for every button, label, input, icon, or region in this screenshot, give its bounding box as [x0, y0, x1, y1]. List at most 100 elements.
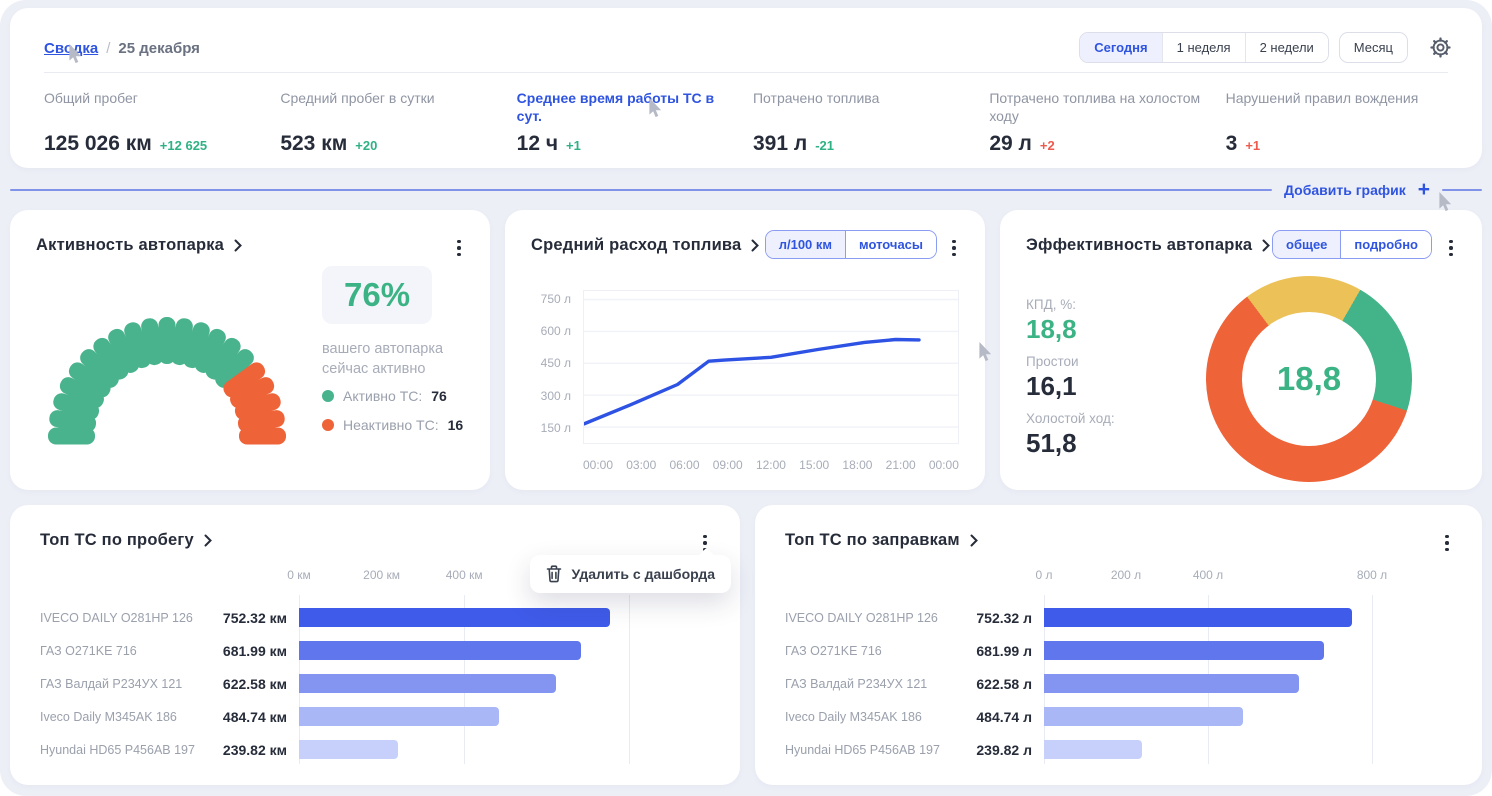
kpi-item-0[interactable]: Общий пробег 125 026 км +12 625	[44, 90, 266, 156]
kpi-value: 391 л	[752, 132, 808, 155]
kpi-label: Потрачено топлива на холостом ходу	[989, 90, 1201, 124]
legend-value: 16	[447, 417, 464, 433]
bar-row-2[interactable]: ГАЗ Валдай P234УХ 121 622.58 л	[785, 667, 1454, 700]
kpi-item-2[interactable]: Среднее время работы ТС в сут. 12 ч +1	[517, 90, 739, 156]
fleet-activity-card: Активность автопарка 76% вашего автопарк…	[10, 210, 490, 490]
x-tick-label: 06:00	[669, 458, 700, 472]
kpi-value: 3	[1225, 132, 1238, 155]
fuel-line-chart[interactable]	[583, 290, 959, 444]
vehicle-name: IVECO DAILY O281HP 126	[40, 610, 193, 625]
axis-tick-label: 200 л	[1110, 568, 1142, 582]
bar-fill	[299, 740, 399, 759]
kpi-label: Среднее время работы ТС в сут.	[516, 90, 715, 124]
kebab-menu-icon[interactable]	[450, 238, 468, 258]
top-refuel-title-link[interactable]: Топ ТС по заправкам	[785, 531, 978, 550]
add-chart-row: Добавить график +	[10, 178, 1482, 201]
chevron-right-icon	[234, 239, 242, 252]
vehicle-value: 622.58 км	[222, 675, 287, 692]
breadcrumb-link-summary[interactable]: Сводка	[44, 40, 99, 57]
activity-gauge-chart	[48, 317, 286, 445]
toggle-general[interactable]: общее	[1273, 231, 1341, 258]
fuel-chart-x-axis: 00:00 03:00 06:00 09:00 12:00 15:00 18:00 21:00…	[583, 458, 959, 472]
kpi-row: Общий пробег 125 026 км +12 625 Средний про…	[44, 90, 1448, 156]
bar-row-4[interactable]: Hyundai HD65 P456AB 197 239.82 л	[785, 733, 1454, 766]
kpi-delta: -21	[815, 138, 834, 153]
bar-fill	[1044, 674, 1300, 693]
kpi-value-row: 12 ч +1	[517, 132, 739, 156]
kpi-delta: +1	[566, 138, 581, 153]
x-tick-label: 18:00	[842, 458, 873, 472]
bar-row-0[interactable]: IVECO DAILY O281HP 126 752.32 л	[785, 601, 1454, 634]
top-mileage-title-link[interactable]: Топ ТС по пробегу	[40, 531, 212, 550]
top-mileage-bar-chart: 0 км 200 км 400 км IVECO DAILY O281HP 126 75…	[40, 561, 712, 767]
card-context-menu: Удалить с дашборда	[529, 555, 731, 593]
vehicle-value: 484.74 км	[222, 708, 287, 725]
kpi-item-4[interactable]: Потрачено топлива на холостом ходу 29 л +2	[989, 90, 1211, 156]
toggle-l-per-100km[interactable]: л/100 км	[765, 231, 846, 258]
bar-row-1[interactable]: ГАЗ O271KE 716 681.99 км	[40, 634, 712, 667]
breadcrumb: Сводка / 25 декабря	[44, 40, 200, 57]
toggle-engine-hours[interactable]: моточасы	[845, 231, 936, 258]
add-chart-link[interactable]: Добавить график	[1284, 182, 1406, 198]
bar-row-2[interactable]: ГАЗ Валдай P234УХ 121 622.58 км	[40, 667, 712, 700]
bar-row-3[interactable]: Iveco Daily M345AK 186 484.74 л	[785, 700, 1454, 733]
kpi-label: Общий пробег	[44, 90, 138, 106]
efficiency-mode-toggle: общее подробно	[1272, 230, 1432, 259]
efficiency-stat-value-1: 16,1	[1026, 371, 1077, 401]
bar-axis-row: 0 км 200 км 400 км	[40, 561, 712, 591]
active-percent-value: 76%	[344, 276, 411, 313]
range-toolbar: Сегодня 1 неделя 2 недели Месяц	[1079, 32, 1408, 63]
vehicle-name: ГАЗ O271KE 716	[785, 643, 882, 658]
efficiency-stats: КПД, %: 18,8 Простои 16,1 Холостой ход: 51,8	[1026, 288, 1115, 459]
range-button-2 недели[interactable]: 2 недели	[1245, 33, 1328, 62]
top-refuel-bar-chart: 0 л 200 л 400 л 800 л IVECO DAILY O281HP 126…	[785, 561, 1454, 767]
range-month-button[interactable]: Месяц	[1338, 32, 1408, 63]
vehicle-value: 681.99 л	[976, 642, 1032, 659]
menu-item-delete-from-dashboard[interactable]: Удалить с дашборда	[571, 566, 715, 582]
axis-tick-label: 0 л	[1035, 568, 1053, 582]
gear-icon[interactable]	[1429, 36, 1452, 59]
efficiency-donut-chart[interactable]: 18,8	[1206, 276, 1412, 482]
bar-row-4[interactable]: Hyundai HD65 P456AB 197 239.82 км	[40, 733, 712, 766]
fleet-activity-title-link[interactable]: Активность автопарка	[36, 236, 242, 255]
bar-row-1[interactable]: ГАЗ O271KE 716 681.99 л	[785, 634, 1454, 667]
vehicle-value: 622.58 л	[976, 675, 1032, 692]
bar-fill	[299, 641, 581, 660]
y-tick-label: 450 л	[540, 356, 571, 371]
vehicle-value: 484.74 л	[976, 708, 1032, 725]
x-tick-label: 21:00	[885, 458, 916, 472]
kpi-label: Нарушений правил вождения	[1225, 90, 1419, 106]
vehicle-name: ГАЗ Валдай P234УХ 121	[40, 676, 183, 691]
bar-axis-ticks: 0 л 200 л 400 л 800 л	[1035, 561, 1454, 591]
legend-item-0: Активно ТС: 76	[322, 388, 463, 404]
kpi-delta: +20	[355, 138, 378, 153]
fuel-unit-toggle: л/100 км моточасы	[764, 230, 937, 259]
fleet-efficiency-title-link[interactable]: Эффективность автопарка	[1026, 236, 1271, 255]
divider-line	[10, 189, 1272, 191]
kpi-label: Потрачено топлива	[752, 90, 880, 106]
kpi-item-3[interactable]: Потрачено топлива 391 л -21	[753, 90, 975, 156]
kpi-item-1[interactable]: Средний пробег в сутки 523 км +20	[280, 90, 502, 156]
kpi-value-row: 29 л +2	[989, 132, 1211, 156]
bar-track	[1044, 674, 1454, 693]
kebab-menu-icon[interactable]	[945, 238, 963, 258]
toggle-detailed[interactable]: подробно	[1340, 231, 1431, 258]
kebab-menu-icon[interactable]	[1438, 533, 1456, 553]
bar-fill	[1044, 608, 1353, 627]
avg-fuel-title-link[interactable]: Средний расход топлива	[531, 236, 760, 255]
bar-track	[299, 608, 712, 627]
kpi-item-5[interactable]: Нарушений правил вождения 3 +1	[1226, 90, 1448, 156]
axis-tick-label: 400 л	[1192, 568, 1224, 582]
x-tick-label: 00:00	[928, 458, 959, 472]
bar-fill	[299, 674, 557, 693]
range-button-1 неделя[interactable]: 1 неделя	[1162, 33, 1246, 62]
plus-icon[interactable]: +	[1417, 178, 1430, 201]
breadcrumb-separator: /	[106, 40, 111, 57]
bar-row-0[interactable]: IVECO DAILY O281HP 126 752.32 км	[40, 601, 712, 634]
kebab-menu-icon[interactable]	[1442, 238, 1460, 258]
bar-row-3[interactable]: Iveco Daily M345AK 186 484.74 км	[40, 700, 712, 733]
avg-fuel-card: Средний расход топлива л/100 км моточасы…	[505, 210, 985, 490]
fleet-efficiency-card: Эффективность автопарка общее подробно К…	[1000, 210, 1482, 490]
range-button-Сегодня[interactable]: Сегодня	[1080, 33, 1163, 62]
active-percent-box: 76%	[322, 266, 433, 324]
